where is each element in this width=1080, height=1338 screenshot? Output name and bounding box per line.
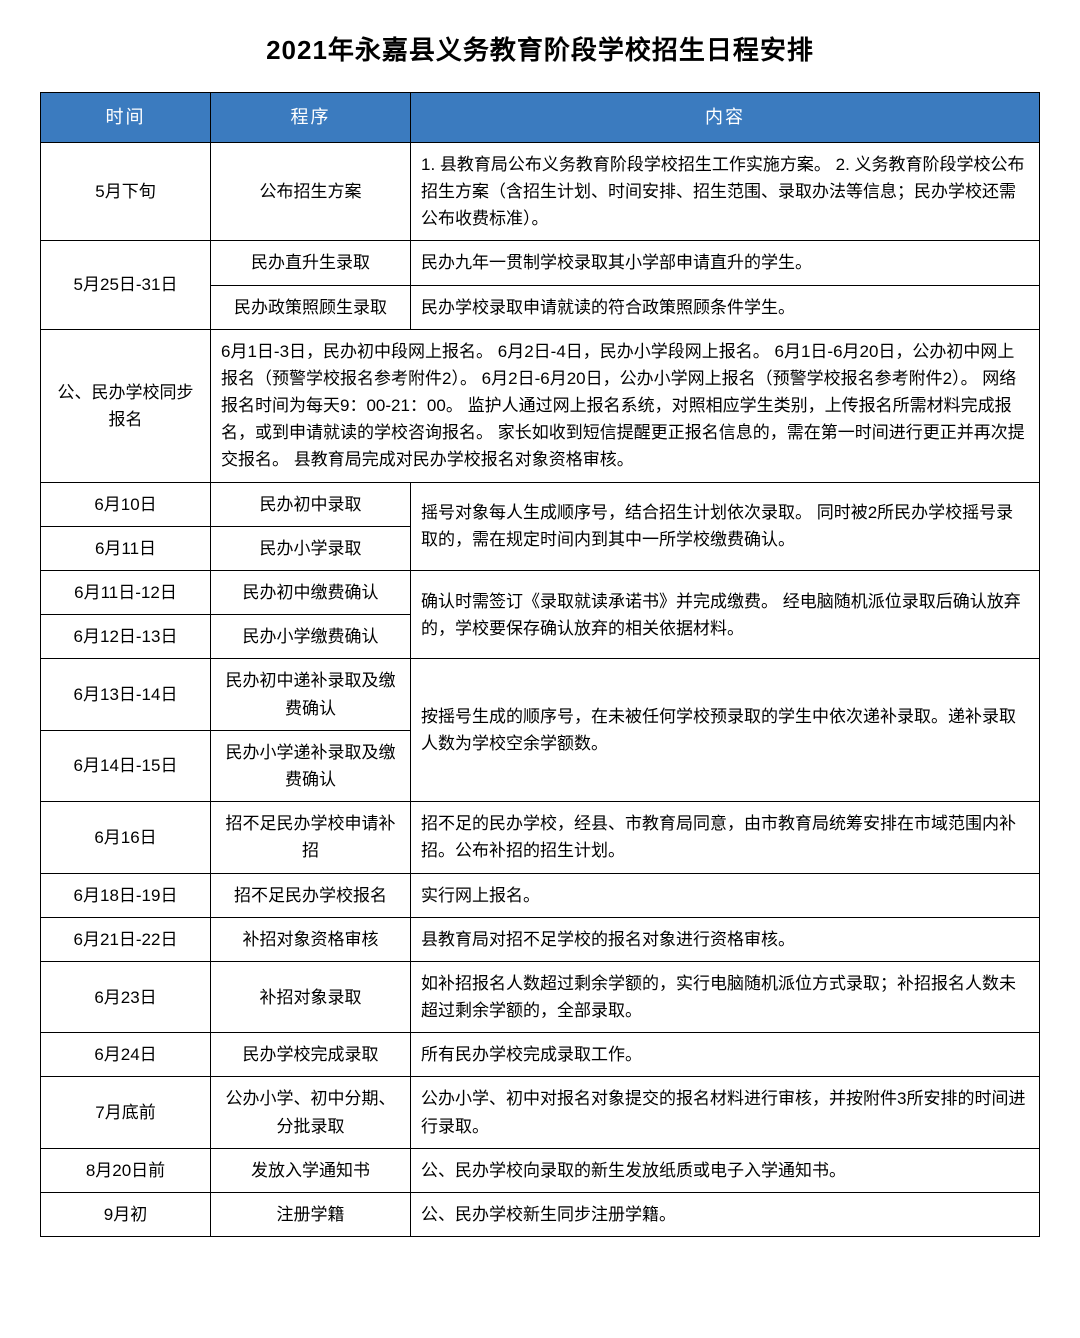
cell-proc: 民办初中录取	[211, 482, 411, 526]
cell-time: 9月初	[41, 1193, 211, 1237]
cell-content: 公、民办学校向录取的新生发放纸质或电子入学通知书。	[411, 1148, 1040, 1192]
cell-content: 按摇号生成的顺序号，在未被任何学校预录取的学生中依次递补录取。递补录取人数为学校…	[411, 659, 1040, 802]
cell-proc: 民办政策照顾生录取	[211, 285, 411, 329]
cell-time: 6月11日	[41, 526, 211, 570]
table-row: 6月21日-22日 补招对象资格审核 县教育局对招不足学校的报名对象进行资格审核…	[41, 917, 1040, 961]
cell-content: 招不足的民办学校，经县、市教育局同意，由市教育局统筹安排在市域范围内补招。公布补…	[411, 802, 1040, 873]
cell-proc: 补招对象资格审核	[211, 917, 411, 961]
cell-proc: 民办小学录取	[211, 526, 411, 570]
cell-time: 7月底前	[41, 1077, 211, 1148]
cell-time: 6月12日-13日	[41, 615, 211, 659]
cell-proc: 民办小学缴费确认	[211, 615, 411, 659]
cell-proc: 招不足民办学校申请补招	[211, 802, 411, 873]
cell-proc: 公办小学、初中分期、分批录取	[211, 1077, 411, 1148]
table-row: 5月下旬 公布招生方案 1. 县教育局公布义务教育阶段学校招生工作实施方案。 2…	[41, 142, 1040, 241]
table-header-row: 时间 程序 内容	[41, 93, 1040, 143]
cell-time: 6月14日-15日	[41, 730, 211, 801]
cell-content: 6月1日-3日，民办初中段网上报名。 6月2日-4日，民办小学段网上报名。 6月…	[211, 329, 1040, 482]
cell-content: 公、民办学校新生同步注册学籍。	[411, 1193, 1040, 1237]
table-row: 6月13日-14日 民办初中递补录取及缴费确认 按摇号生成的顺序号，在未被任何学…	[41, 659, 1040, 730]
cell-content: 公办小学、初中对报名对象提交的报名材料进行审核，并按附件3所安排的时间进行录取。	[411, 1077, 1040, 1148]
cell-time: 6月24日	[41, 1033, 211, 1077]
cell-time: 5月25日-31日	[41, 241, 211, 329]
cell-proc: 公布招生方案	[211, 142, 411, 241]
table-row: 6月23日 补招对象录取 如补招报名人数超过剩余学额的，实行电脑随机派位方式录取…	[41, 961, 1040, 1032]
cell-content: 1. 县教育局公布义务教育阶段学校招生工作实施方案。 2. 义务教育阶段学校公布…	[411, 142, 1040, 241]
cell-proc: 招不足民办学校报名	[211, 873, 411, 917]
table-row: 6月11日-12日 民办初中缴费确认 确认时需签订《录取就读承诺书》并完成缴费。…	[41, 571, 1040, 615]
cell-content: 确认时需签订《录取就读承诺书》并完成缴费。 经电脑随机派位录取后确认放弃的，学校…	[411, 571, 1040, 659]
cell-time: 6月11日-12日	[41, 571, 211, 615]
cell-time: 6月21日-22日	[41, 917, 211, 961]
cell-time: 6月23日	[41, 961, 211, 1032]
header-procedure: 程序	[211, 93, 411, 143]
table-row: 8月20日前 发放入学通知书 公、民办学校向录取的新生发放纸质或电子入学通知书。	[41, 1148, 1040, 1192]
table-row: 6月18日-19日 招不足民办学校报名 实行网上报名。	[41, 873, 1040, 917]
cell-content: 民办九年一贯制学校录取其小学部申请直升的学生。	[411, 241, 1040, 285]
cell-time: 8月20日前	[41, 1148, 211, 1192]
cell-proc: 民办直升生录取	[211, 241, 411, 285]
table-row: 7月底前 公办小学、初中分期、分批录取 公办小学、初中对报名对象提交的报名材料进…	[41, 1077, 1040, 1148]
cell-content: 民办学校录取申请就读的符合政策照顾条件学生。	[411, 285, 1040, 329]
cell-content: 摇号对象每人生成顺序号，结合招生计划依次录取。 同时被2所民办学校摇号录取的，需…	[411, 482, 1040, 570]
table-row: 6月16日 招不足民办学校申请补招 招不足的民办学校，经县、市教育局同意，由市教…	[41, 802, 1040, 873]
cell-content: 实行网上报名。	[411, 873, 1040, 917]
cell-proc: 民办初中缴费确认	[211, 571, 411, 615]
header-content: 内容	[411, 93, 1040, 143]
cell-content: 所有民办学校完成录取工作。	[411, 1033, 1040, 1077]
table-row: 6月24日 民办学校完成录取 所有民办学校完成录取工作。	[41, 1033, 1040, 1077]
schedule-table: 时间 程序 内容 5月下旬 公布招生方案 1. 县教育局公布义务教育阶段学校招生…	[40, 92, 1040, 1237]
cell-content: 如补招报名人数超过剩余学额的，实行电脑随机派位方式录取；补招报名人数未超过剩余学…	[411, 961, 1040, 1032]
table-row: 9月初 注册学籍 公、民办学校新生同步注册学籍。	[41, 1193, 1040, 1237]
table-row: 5月25日-31日 民办直升生录取 民办九年一贯制学校录取其小学部申请直升的学生…	[41, 241, 1040, 285]
cell-proc: 注册学籍	[211, 1193, 411, 1237]
cell-time: 6月18日-19日	[41, 873, 211, 917]
cell-proc: 民办初中递补录取及缴费确认	[211, 659, 411, 730]
cell-time: 6月16日	[41, 802, 211, 873]
cell-proc: 民办学校完成录取	[211, 1033, 411, 1077]
cell-time: 5月下旬	[41, 142, 211, 241]
cell-proc: 民办小学递补录取及缴费确认	[211, 730, 411, 801]
cell-proc: 补招对象录取	[211, 961, 411, 1032]
cell-time: 6月10日	[41, 482, 211, 526]
header-time: 时间	[41, 93, 211, 143]
cell-time: 6月13日-14日	[41, 659, 211, 730]
table-row: 6月10日 民办初中录取 摇号对象每人生成顺序号，结合招生计划依次录取。 同时被…	[41, 482, 1040, 526]
page-title: 2021年永嘉县义务教育阶段学校招生日程安排	[40, 30, 1040, 67]
table-row: 公、民办学校同步报名 6月1日-3日，民办初中段网上报名。 6月2日-4日，民办…	[41, 329, 1040, 482]
cell-proc: 发放入学通知书	[211, 1148, 411, 1192]
cell-content: 县教育局对招不足学校的报名对象进行资格审核。	[411, 917, 1040, 961]
cell-time: 公、民办学校同步报名	[41, 329, 211, 482]
